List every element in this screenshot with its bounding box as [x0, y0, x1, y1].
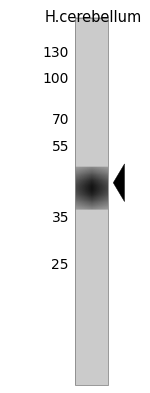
- Text: 25: 25: [51, 258, 69, 272]
- Polygon shape: [113, 164, 124, 202]
- Text: 100: 100: [43, 72, 69, 86]
- Text: 35: 35: [51, 211, 69, 225]
- Text: H.cerebellum: H.cerebellum: [44, 10, 142, 25]
- Bar: [75, 18, 108, 385]
- Text: 130: 130: [43, 46, 69, 60]
- Text: 70: 70: [51, 113, 69, 127]
- Text: 55: 55: [51, 140, 69, 154]
